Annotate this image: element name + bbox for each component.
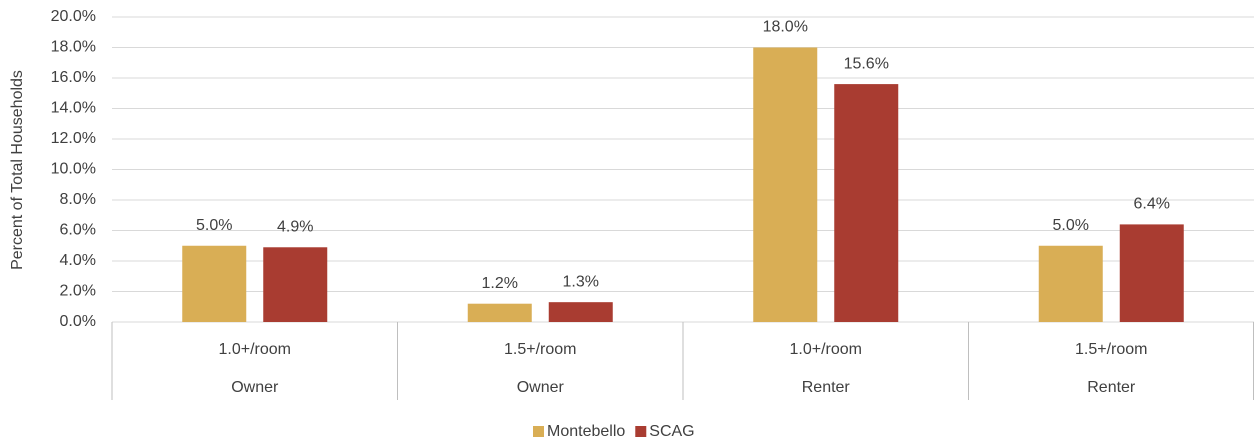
x-tick-label: 1.5+/room xyxy=(1075,341,1147,358)
bar xyxy=(753,47,818,322)
x-tick-label: 1.5+/room xyxy=(504,341,576,358)
y-tick-label: 10.0% xyxy=(51,161,96,178)
bar xyxy=(467,303,532,322)
data-label: 15.6% xyxy=(844,55,889,72)
bar xyxy=(548,302,613,322)
y-tick-label: 0.0% xyxy=(60,313,96,330)
y-tick-label: 16.0% xyxy=(51,69,96,86)
bar xyxy=(182,245,247,322)
x-group-label: Renter xyxy=(1087,379,1136,396)
data-label: 18.0% xyxy=(763,19,808,36)
x-group-label: Renter xyxy=(802,379,851,396)
y-tick-label: 8.0% xyxy=(60,191,96,208)
y-axis-label: Percent of Total Households xyxy=(9,70,26,270)
legend-label: Montebello xyxy=(547,423,625,440)
legend-swatch xyxy=(635,426,647,437)
x-tick-label: 1.0+/room xyxy=(790,341,862,358)
bar xyxy=(263,247,328,322)
data-label: 5.0% xyxy=(196,217,232,234)
y-tick-label: 12.0% xyxy=(51,130,96,147)
data-label: 5.0% xyxy=(1053,217,1089,234)
data-label: 1.2% xyxy=(482,275,518,292)
x-group-label: Owner xyxy=(517,379,565,396)
bar xyxy=(1119,224,1184,322)
legend-label: SCAG xyxy=(649,423,694,440)
data-label: 1.3% xyxy=(563,273,599,290)
y-tick-label: 6.0% xyxy=(60,222,96,239)
y-tick-label: 2.0% xyxy=(60,283,96,300)
y-tick-label: 14.0% xyxy=(51,100,96,117)
y-tick-label: 18.0% xyxy=(51,39,96,56)
data-label: 6.4% xyxy=(1134,196,1170,213)
bar xyxy=(1038,245,1103,322)
legend-swatch xyxy=(533,426,544,437)
y-tick-label: 20.0% xyxy=(51,8,96,25)
bar xyxy=(834,84,899,322)
y-tick-label: 4.0% xyxy=(60,252,96,269)
x-tick-label: 1.0+/room xyxy=(219,341,291,358)
x-group-label: Owner xyxy=(231,379,279,396)
data-label: 4.9% xyxy=(277,218,313,235)
